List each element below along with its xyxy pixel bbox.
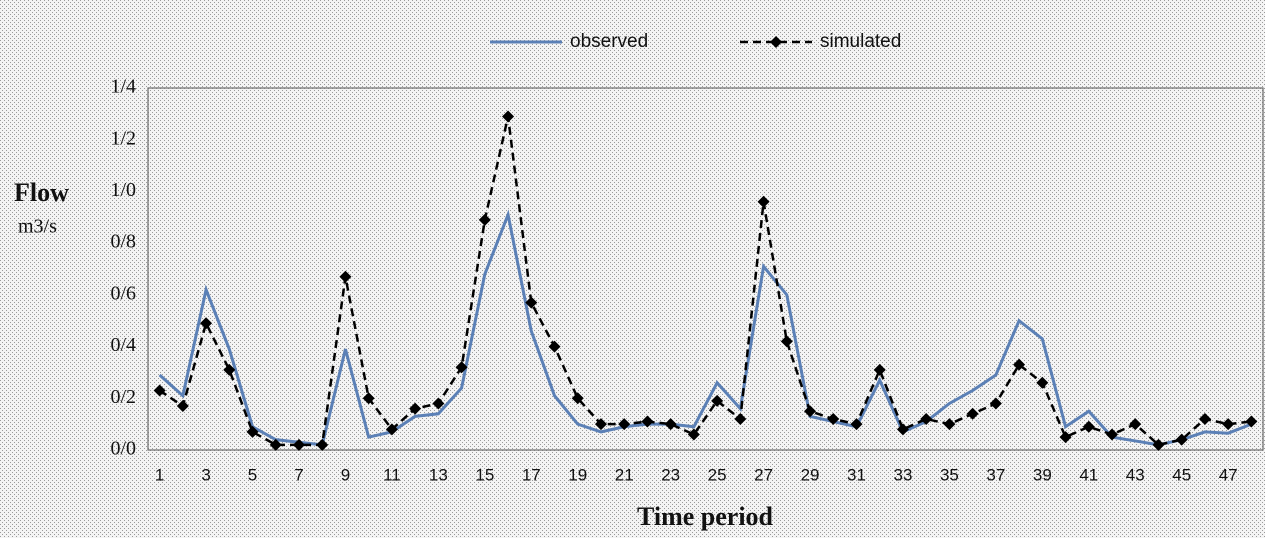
data-point	[734, 412, 747, 425]
x-tick-label: 35	[940, 465, 959, 484]
data-point	[1082, 420, 1095, 433]
data-point	[1175, 433, 1188, 446]
data-point	[966, 407, 979, 420]
series-line	[158, 209, 1252, 447]
y-tick-label: 0/2	[110, 386, 136, 408]
data-point	[664, 418, 677, 431]
data-point	[943, 418, 956, 431]
x-tick-label: 7	[294, 465, 303, 484]
x-tick-label: 41	[1079, 465, 1098, 484]
y-tick-label: 1/2	[110, 127, 136, 149]
data-point	[292, 438, 305, 451]
data-point	[873, 363, 886, 376]
legend-marker	[770, 36, 782, 48]
data-point	[1106, 428, 1119, 441]
data-point	[896, 423, 909, 436]
y-tick-label: 0/0	[110, 438, 136, 460]
data-point	[316, 438, 329, 451]
data-point	[478, 213, 491, 226]
x-tick-label: 17	[522, 465, 541, 484]
data-point	[641, 415, 654, 428]
data-point	[339, 270, 352, 283]
x-tick-label: 23	[661, 465, 680, 484]
data-point	[548, 340, 561, 353]
data-point	[1036, 376, 1049, 389]
data-point	[176, 400, 189, 413]
data-point	[502, 110, 515, 123]
data-point	[1198, 412, 1211, 425]
x-tick-label: 21	[615, 465, 634, 484]
data-point	[525, 296, 538, 309]
y-axis-title: Flow	[14, 178, 69, 207]
x-tick-label: 31	[847, 465, 866, 484]
legend-label: simulated	[820, 31, 901, 52]
data-point	[409, 402, 422, 415]
x-tick-label: 19	[568, 465, 587, 484]
y-tick-label: 0/4	[110, 334, 136, 356]
data-point	[1013, 358, 1026, 371]
data-point	[989, 397, 1002, 410]
data-point	[687, 428, 700, 441]
data-point	[920, 412, 933, 425]
x-axis-title: Time period	[637, 502, 774, 531]
data-point	[1152, 438, 1165, 451]
y-tick-label: 1/4	[110, 76, 136, 98]
x-tick-label: 43	[1126, 465, 1145, 484]
x-tick-label: 3	[201, 465, 210, 484]
data-point	[1059, 431, 1072, 444]
data-point	[269, 438, 282, 451]
data-point	[362, 392, 375, 405]
x-tick-label: 37	[986, 465, 1005, 484]
x-tick-label: 27	[754, 465, 773, 484]
data-point	[223, 363, 236, 376]
x-tick-label: 47	[1219, 465, 1238, 484]
x-tick-label: 1	[155, 465, 164, 484]
y-tick-label: 0/6	[110, 282, 136, 304]
data-point	[711, 394, 724, 407]
x-tick-label: 25	[708, 465, 727, 484]
y-axis-unit: m3/s	[18, 216, 57, 238]
data-point	[804, 405, 817, 418]
x-tick-label: 15	[475, 465, 494, 484]
data-point	[827, 412, 840, 425]
data-point	[1245, 415, 1258, 428]
data-point	[153, 384, 166, 397]
data-point	[571, 392, 584, 405]
x-tick-label: 29	[801, 465, 820, 484]
data-point	[432, 397, 445, 410]
y-tick-label: 1/0	[110, 179, 136, 201]
x-tick-label: 39	[1033, 465, 1052, 484]
x-tick-label: 45	[1172, 465, 1191, 484]
legend-label: observed	[570, 31, 648, 52]
data-point	[594, 418, 607, 431]
data-point	[618, 418, 631, 431]
data-point	[850, 418, 863, 431]
x-tick-label: 11	[383, 465, 401, 484]
y-tick-label: 0/8	[110, 231, 136, 253]
data-point	[200, 317, 213, 330]
x-tick-label: 9	[341, 465, 350, 484]
data-point	[780, 335, 793, 348]
x-tick-label: 13	[429, 465, 448, 484]
data-point	[246, 425, 259, 438]
data-point	[1129, 418, 1142, 431]
data-point	[757, 195, 770, 208]
data-point	[385, 423, 398, 436]
data-point	[455, 361, 468, 374]
data-point	[1222, 418, 1235, 431]
x-tick-label: 33	[893, 465, 912, 484]
x-tick-label: 5	[248, 465, 257, 484]
